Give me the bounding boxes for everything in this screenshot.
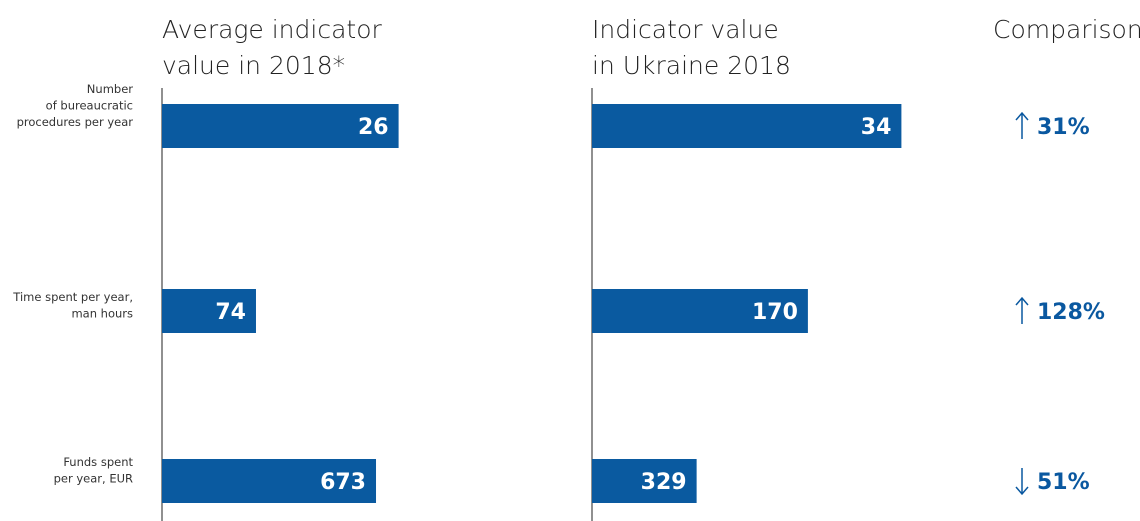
bar	[592, 104, 902, 148]
bar	[592, 459, 697, 503]
row-label: Time spent per year,	[12, 290, 133, 304]
row-label: man hours	[71, 307, 133, 321]
column-header: Comparison	[993, 15, 1140, 44]
bar-value: 673	[320, 470, 366, 495]
arrow-down	[1015, 468, 1029, 496]
bar	[592, 289, 808, 333]
row-label: per year, EUR	[54, 472, 133, 486]
arrow-up	[1015, 296, 1029, 324]
bar	[162, 104, 399, 148]
comparison-value: 128%	[1037, 300, 1105, 325]
comparison-value: 31%	[1037, 115, 1090, 140]
column-header: in Ukraine 2018	[592, 51, 791, 80]
bar	[162, 459, 377, 503]
row-label: procedures per year	[17, 115, 134, 129]
bar-value: 170	[752, 300, 798, 325]
row-label: Number	[87, 82, 133, 96]
row-label: Funds spent	[63, 455, 133, 469]
bar-value: 329	[641, 470, 687, 495]
column-header: value in 2018*	[162, 51, 345, 80]
bar-value: 34	[861, 115, 892, 140]
column-header: Indicator value	[592, 15, 779, 44]
bar-value: 26	[358, 115, 389, 140]
bar-value: 74	[215, 300, 246, 325]
arrow-up	[1015, 111, 1029, 139]
row-label: of bureaucratic	[46, 99, 133, 113]
column-header: Average indicator	[162, 15, 383, 44]
bar	[162, 289, 256, 333]
comparison-value: 51%	[1037, 470, 1090, 495]
